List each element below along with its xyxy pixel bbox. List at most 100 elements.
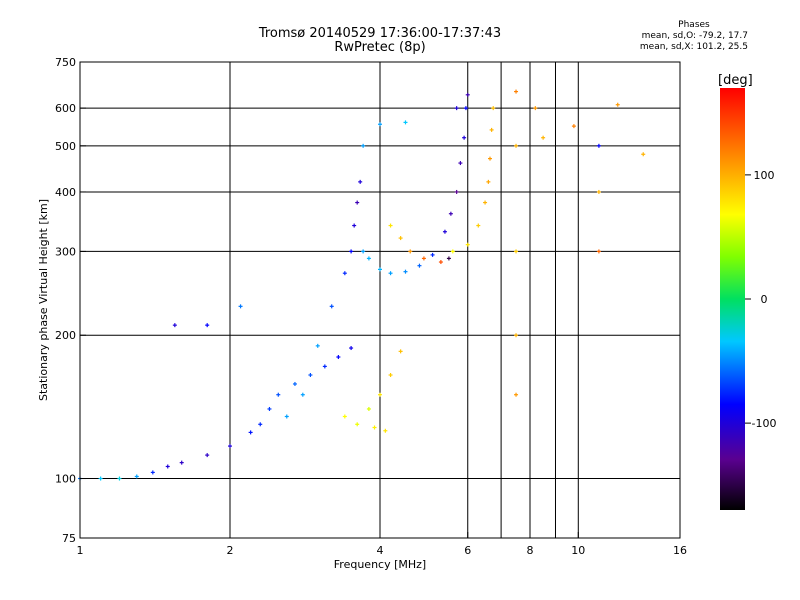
- x-tick-label: 8: [527, 544, 534, 557]
- data-point: [276, 392, 281, 397]
- y-tick-label: 100: [55, 473, 76, 486]
- y-tick-label: 600: [55, 102, 76, 115]
- data-point: [352, 223, 357, 228]
- data-point: [308, 373, 313, 378]
- phase-statistics-x-mode: mean, sd,X: 101.2, 25.5: [639, 42, 748, 52]
- x-tick-label: 1: [77, 544, 84, 557]
- data-point: [284, 414, 289, 419]
- data-point: [596, 249, 601, 254]
- data-point: [489, 127, 494, 132]
- data-point: [205, 323, 210, 328]
- y-axis-label: Stationary phase Virtual Height [km]: [37, 199, 50, 401]
- data-point: [421, 256, 426, 261]
- data-point: [336, 355, 341, 360]
- data-point: [403, 269, 408, 274]
- data-point: [349, 249, 354, 254]
- data-point: [248, 430, 253, 435]
- data-point: [398, 236, 403, 241]
- data-point: [476, 223, 481, 228]
- data-point: [355, 422, 360, 427]
- x-tick-label: 10: [571, 544, 585, 557]
- data-point: [267, 406, 272, 411]
- phase-statistics: Phases mean, sd,O: -79.2, 17.7 mean, sd,…: [640, 20, 748, 53]
- data-point: [361, 143, 366, 148]
- data-point: [228, 444, 232, 449]
- x-axis-ticks: 1 2 4 6 8 10 16: [77, 532, 687, 557]
- data-point: [438, 260, 443, 265]
- colorbar-gradient: [720, 88, 745, 510]
- data-point: [205, 453, 210, 458]
- data-point: [355, 200, 360, 205]
- data-point: [463, 106, 468, 111]
- data-point: [398, 349, 403, 354]
- data-point: [329, 304, 334, 309]
- data-point: [388, 223, 393, 228]
- data-point: [514, 89, 519, 94]
- data-point: [615, 102, 620, 107]
- data-point: [258, 422, 263, 427]
- data-point: [446, 256, 451, 261]
- colorbar: [deg] 100 0 -100: [718, 73, 776, 510]
- y-tick-label: 200: [55, 329, 76, 342]
- data-point: [450, 249, 455, 254]
- y-tick-label: 400: [55, 186, 76, 199]
- data-point: [465, 242, 470, 247]
- data-point: [383, 428, 388, 433]
- data-point: [514, 392, 519, 397]
- data-point: [388, 271, 393, 276]
- data-point: [483, 200, 488, 205]
- data-point: [533, 106, 538, 111]
- colorbar-label: [deg]: [718, 73, 753, 88]
- data-point: [403, 120, 408, 125]
- data-point: [315, 343, 320, 348]
- data-point: [172, 323, 177, 328]
- y-tick-label: 500: [55, 140, 76, 153]
- data-point: [349, 346, 354, 351]
- chart-title: Tromsø 20140529 17:36:00-17:37:43: [258, 26, 502, 41]
- chart-subtitle: RwPretec (8p): [334, 40, 426, 55]
- data-point: [541, 135, 546, 140]
- phase-statistics-heading: Phases: [678, 20, 710, 30]
- data-point: [366, 256, 371, 261]
- data-point: [417, 263, 422, 268]
- data-point: [342, 414, 347, 419]
- grid-lines: [80, 62, 680, 538]
- data-point: [571, 124, 576, 129]
- data-point: [596, 143, 601, 148]
- data-points: [78, 89, 646, 481]
- y-axis-ticks: 75 100 200 300 400 500 600 750: [55, 56, 86, 545]
- data-point: [322, 364, 327, 369]
- data-point: [134, 474, 139, 479]
- x-axis-label: Frequency [MHz]: [334, 558, 426, 571]
- x-tick-label: 4: [377, 544, 384, 557]
- data-point: [388, 373, 393, 378]
- data-point: [358, 179, 363, 184]
- data-point: [454, 189, 459, 194]
- data-point: [292, 381, 297, 386]
- data-point: [596, 189, 601, 194]
- x-tick-label: 6: [464, 544, 471, 557]
- data-point: [378, 392, 382, 397]
- phase-statistics-o-mode: mean, sd,O: -79.2, 17.7: [641, 31, 748, 41]
- data-point: [378, 122, 382, 127]
- data-point: [366, 406, 371, 411]
- data-point: [486, 179, 491, 184]
- colorbar-ticks: 100 0 -100: [745, 169, 776, 430]
- data-point: [361, 249, 366, 254]
- data-point: [179, 460, 184, 465]
- x-tick-label: 2: [227, 544, 234, 557]
- data-point: [150, 470, 155, 475]
- data-point: [454, 106, 459, 111]
- data-point: [430, 252, 435, 257]
- data-point: [448, 211, 453, 216]
- data-point: [442, 229, 447, 234]
- data-point: [462, 135, 467, 140]
- data-point: [98, 476, 103, 481]
- data-point: [514, 333, 519, 338]
- data-point: [408, 249, 413, 254]
- colorbar-tick-label: 100: [754, 169, 775, 182]
- data-point: [378, 267, 382, 272]
- x-tick-label: 16: [673, 544, 687, 557]
- data-point: [488, 156, 493, 161]
